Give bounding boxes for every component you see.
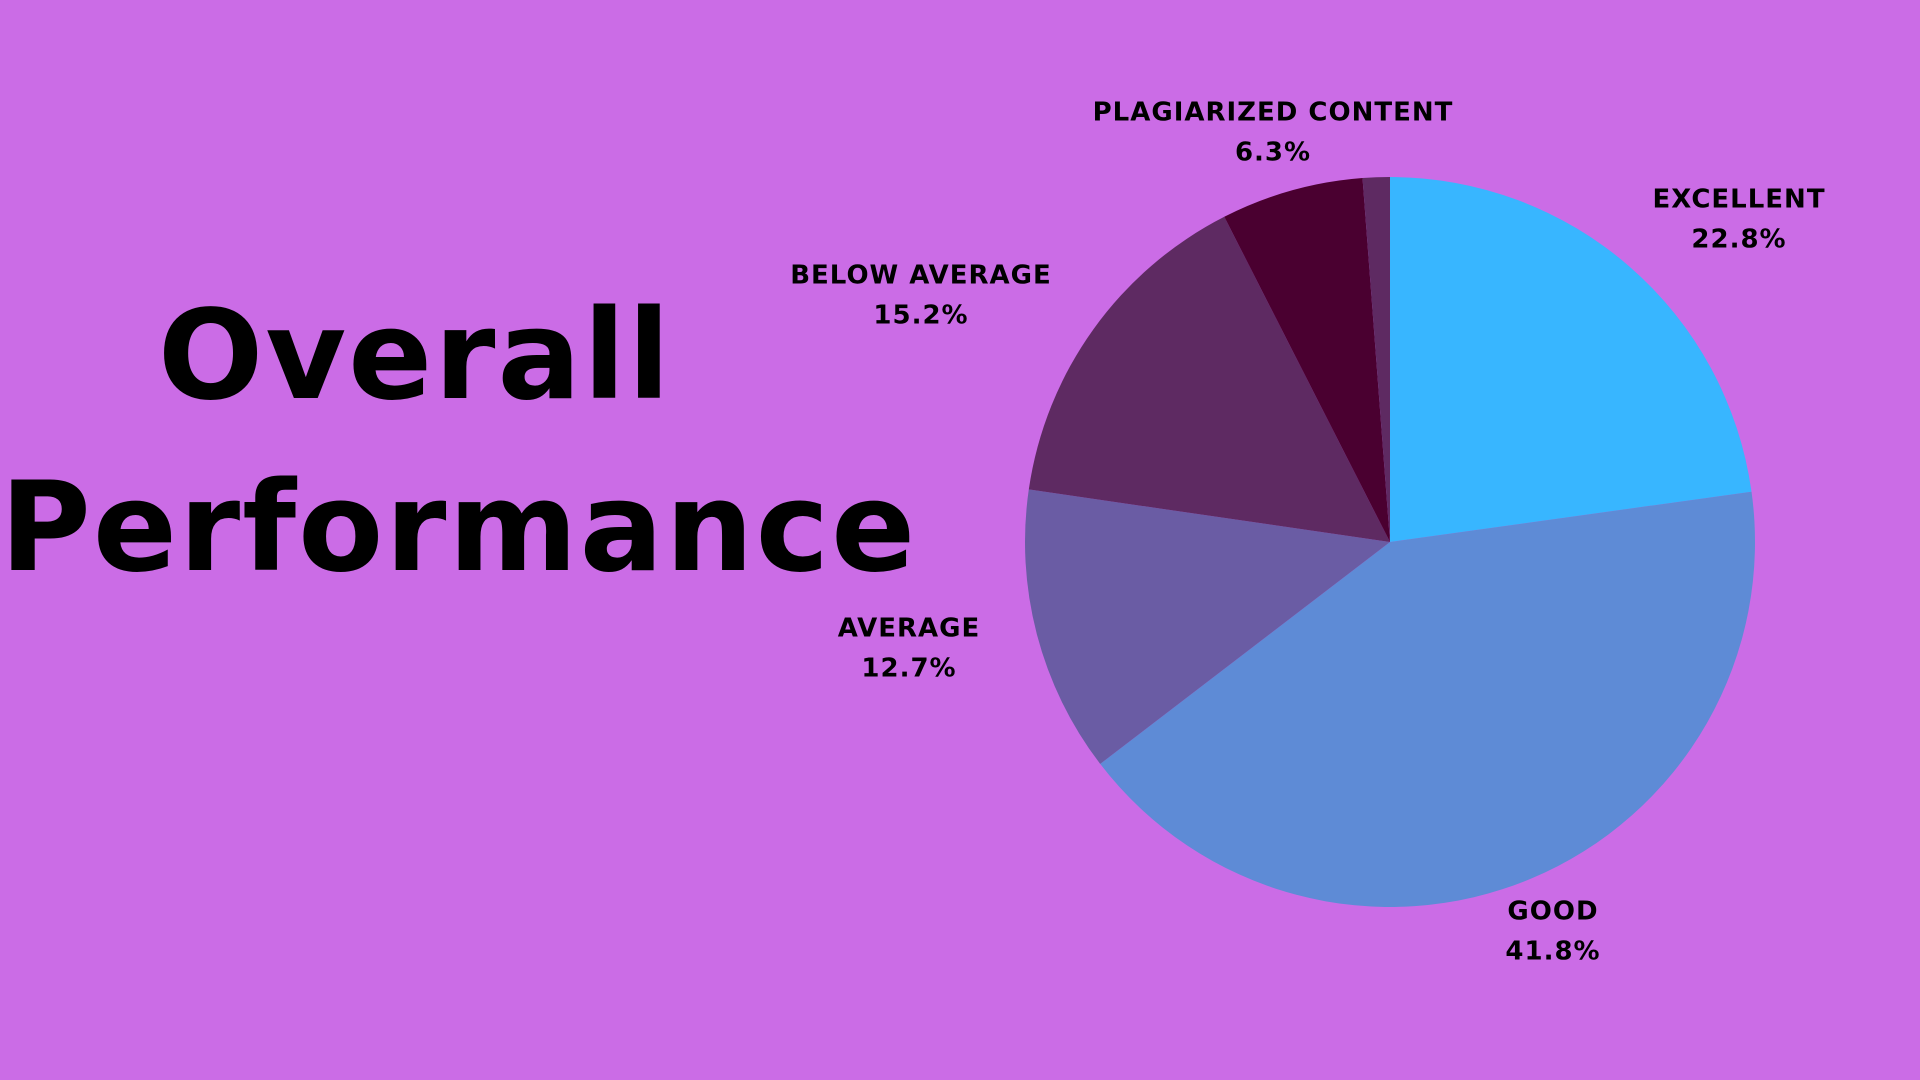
- pie-slice: [1028, 216, 1390, 542]
- value-label: 22.8%: [1691, 225, 1786, 255]
- value-label: 15.2%: [873, 301, 968, 331]
- chart-title: Overall Performance: [0, 284, 918, 600]
- value-label: 12.7%: [861, 654, 956, 684]
- value-label: 41.8%: [1505, 937, 1600, 967]
- pie-slice: [1362, 177, 1390, 542]
- slice-label: GOOD: [1507, 897, 1598, 927]
- slice-label: EXCELLENT: [1652, 185, 1825, 215]
- slice-label: BELOW AVERAGE: [790, 261, 1052, 291]
- pie-slice: [1100, 491, 1755, 908]
- value-label: 6.3%: [1235, 138, 1311, 168]
- pie-slice: [1224, 178, 1390, 543]
- slice-label: PLAGIARIZED CONTENT: [1093, 98, 1454, 128]
- slice-label: AVERAGE: [838, 614, 980, 644]
- pie-slice: [1390, 177, 1752, 542]
- pie-slice: [1024, 489, 1390, 764]
